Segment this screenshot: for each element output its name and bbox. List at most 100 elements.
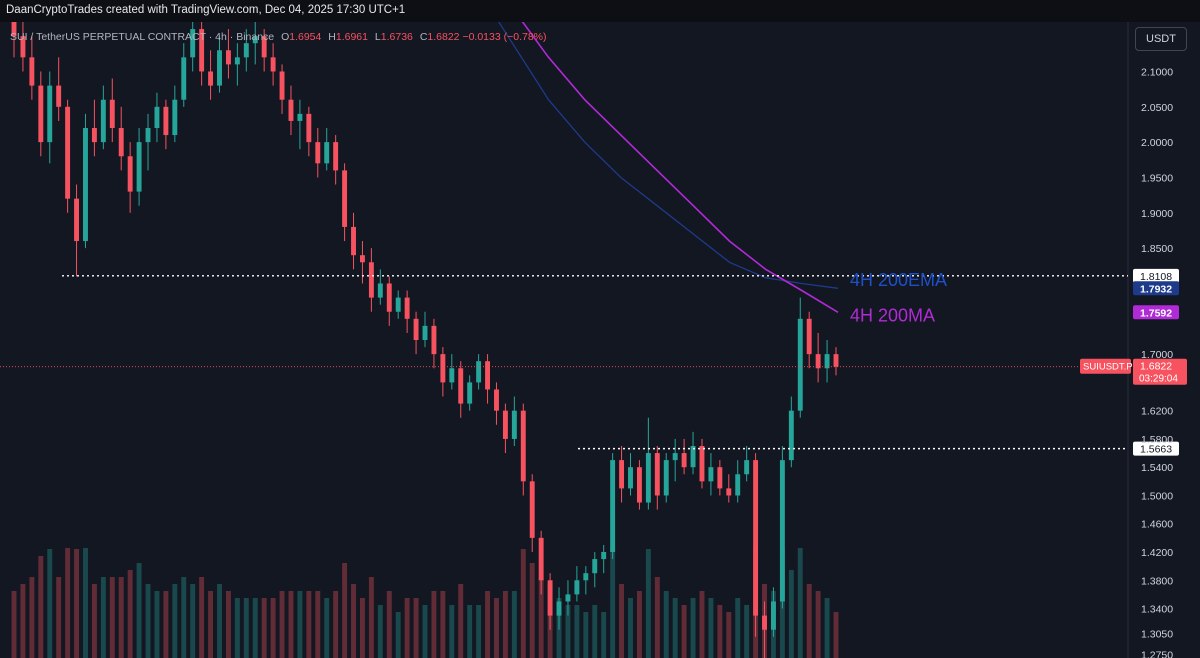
candle-body	[234, 57, 240, 65]
candle-body	[762, 615, 767, 630]
candle-body	[753, 460, 759, 616]
price-axis-tick: 1.4200	[1141, 547, 1173, 559]
volume-bar	[377, 605, 383, 658]
candle-body	[824, 354, 830, 369]
candle-body	[163, 106, 169, 136]
candle-body	[288, 99, 294, 121]
volume-bar	[359, 598, 365, 658]
volume-bar	[306, 591, 312, 658]
volume-bar	[815, 591, 821, 658]
candle-body	[38, 85, 44, 143]
volume-bar	[735, 598, 741, 658]
candle-body	[11, 22, 17, 37]
volume-bar	[619, 584, 625, 658]
volume-bar	[163, 591, 169, 658]
volume-bar	[11, 591, 17, 658]
candle-body	[619, 460, 625, 489]
volume-bar	[208, 591, 214, 658]
chart-background	[0, 22, 1200, 658]
candle-body	[574, 580, 580, 595]
level-price-badge	[1133, 441, 1179, 456]
candle-body	[65, 106, 71, 199]
low-label: L	[374, 31, 381, 43]
volume-bar	[395, 612, 401, 658]
candle-body	[47, 85, 53, 143]
candle-body	[261, 36, 267, 58]
volume-bar	[431, 591, 437, 658]
candle-body	[377, 283, 383, 298]
candle-body	[485, 361, 491, 390]
candle-body	[351, 226, 356, 256]
candle-body	[547, 580, 553, 616]
candle-body	[109, 99, 115, 128]
candle-body	[708, 467, 714, 482]
candle-body	[386, 283, 392, 312]
price-chart[interactable]: 1.8108 1.5663 2.1000 2.0500 2.0000 1.9500 1.9…	[0, 22, 1200, 658]
volume-bar	[413, 598, 419, 658]
level-price-badge	[1133, 268, 1179, 283]
high-value: 1.6961	[335, 31, 368, 43]
candle-body	[779, 460, 785, 602]
volume-bar	[243, 598, 249, 658]
volume-bar	[333, 591, 339, 658]
candle-body	[440, 354, 446, 383]
candle-body	[699, 446, 705, 482]
candle-body	[538, 537, 544, 581]
volume-bar	[529, 563, 535, 658]
candle-body	[654, 453, 660, 496]
candle-body	[735, 474, 741, 496]
volume-bar	[56, 577, 62, 658]
candle-body	[270, 57, 276, 72]
candle-body	[636, 467, 642, 503]
volume-bar	[699, 591, 705, 658]
price-axis-tick: 1.3400	[1141, 604, 1173, 616]
volume-bar	[610, 548, 616, 658]
volume-bar	[806, 584, 812, 658]
high-label: H	[328, 31, 336, 43]
ma-annotation: 4H 200MA	[850, 305, 935, 325]
candle-body	[797, 318, 803, 411]
candle-body	[458, 368, 464, 404]
candle-body	[154, 106, 160, 128]
volume-bar	[91, 584, 97, 658]
candle-body	[556, 601, 562, 616]
symbol-legend: SUI / TetherUS PERPETUAL CONTRACT · 4h ·…	[10, 31, 547, 43]
candle-body	[395, 297, 401, 312]
volume-bar	[726, 612, 732, 658]
currency-unit-button[interactable]: USDT	[1135, 27, 1187, 51]
volume-bar	[502, 591, 508, 658]
volume-bar	[118, 577, 124, 658]
candle-body	[279, 71, 285, 100]
volume-bar	[83, 548, 88, 658]
volume-bar	[601, 612, 607, 658]
candle-body	[225, 50, 231, 65]
volume-bar	[109, 577, 115, 658]
candle-body	[494, 389, 499, 411]
volume-bar	[136, 563, 142, 658]
attribution-text: DaanCryptoTrades created with TradingVie…	[6, 4, 406, 16]
volume-bar	[636, 591, 642, 658]
volume-bar	[190, 584, 196, 658]
candle-body	[592, 559, 598, 574]
candle-body	[502, 410, 508, 439]
candle-body	[91, 128, 97, 143]
candle-body	[672, 453, 678, 461]
candle-body	[770, 601, 776, 630]
volume-bar	[681, 605, 687, 658]
volume-bar	[38, 556, 44, 658]
candle-body	[172, 99, 178, 136]
candle-body	[422, 325, 428, 340]
indicator-price-badge	[1133, 281, 1179, 296]
ma-200-line	[521, 22, 839, 313]
candle-body	[806, 318, 812, 355]
volume-bar	[797, 548, 803, 658]
symbol-name: SUI / TetherUS PERPETUAL CONTRACT · 4h ·…	[10, 31, 275, 43]
candle-body	[217, 50, 222, 86]
volume-bar	[788, 570, 794, 658]
volume-bar	[663, 591, 669, 658]
volume-bar	[342, 563, 348, 658]
candle-body	[645, 453, 651, 503]
open-value: 1.6954	[289, 31, 322, 43]
volume-bar	[824, 598, 830, 658]
volume-bar	[458, 584, 464, 658]
